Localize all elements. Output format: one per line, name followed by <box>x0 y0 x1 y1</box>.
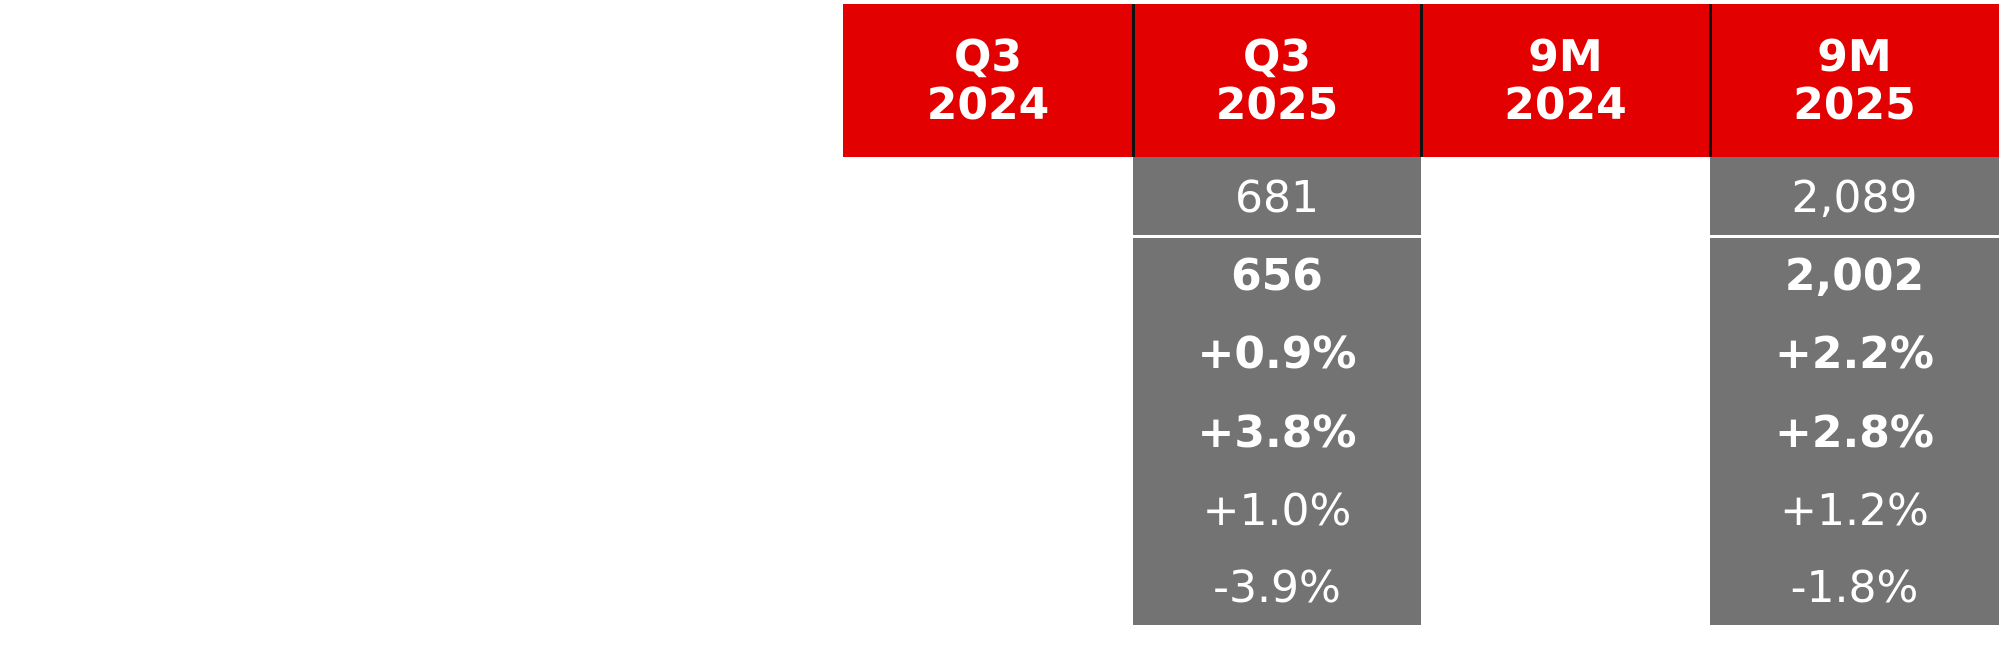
value-cell: 656 <box>1133 237 1421 314</box>
value-cell: +0.9% <box>1133 314 1421 393</box>
value-cell: -3.9% <box>1133 550 1421 625</box>
header-text: 2025 <box>1215 78 1339 130</box>
header-cell: 9M 2024 <box>1421 4 1710 157</box>
header-text: 9M <box>1528 30 1603 82</box>
header-text: 2025 <box>1793 78 1916 130</box>
value-cell: +1.2% <box>1710 471 1999 550</box>
header-separator <box>1709 4 1712 157</box>
header-cell: 9M 2025 <box>1710 4 1999 157</box>
value-cell: 681 <box>1133 157 1421 237</box>
header-text: Q3 <box>1242 30 1312 82</box>
header-text: Q3 <box>953 30 1023 82</box>
header-cell: Q3 2024 <box>843 4 1133 157</box>
header-text: 9M <box>1817 30 1892 82</box>
value-cell: +1.0% <box>1133 471 1421 550</box>
value-cell: +3.8% <box>1133 393 1421 471</box>
value-cell: +2.8% <box>1710 393 1999 471</box>
value-cell: 2,089 <box>1710 157 1999 237</box>
value-cell: -1.8% <box>1710 550 1999 625</box>
row-divider <box>1710 235 1999 238</box>
header-cell: Q3 2025 <box>1133 4 1421 157</box>
row-divider <box>1133 235 1421 238</box>
value-cell: 2,002 <box>1710 237 1999 314</box>
value-cell: +2.2% <box>1710 314 1999 393</box>
header-separator <box>1420 4 1423 157</box>
header-text: 2024 <box>1504 78 1627 130</box>
header-separator <box>1132 4 1135 157</box>
header-text: 2024 <box>926 78 1050 130</box>
